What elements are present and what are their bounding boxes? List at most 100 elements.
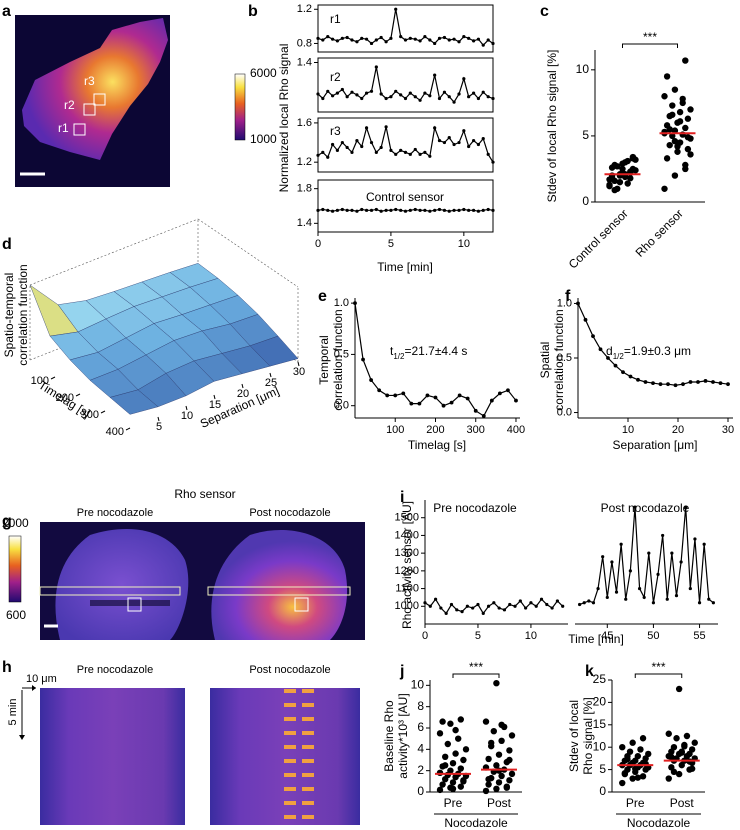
data-point <box>666 382 670 387</box>
y-tick-label: 1300 <box>395 547 419 559</box>
data-point <box>452 142 456 147</box>
data-point <box>379 209 383 213</box>
data-point <box>418 98 422 102</box>
data-point <box>608 175 616 182</box>
data-point <box>718 381 723 385</box>
y-tick-label: 10 <box>411 678 425 692</box>
axis-label: correlation function <box>552 309 566 410</box>
data-point <box>489 398 494 403</box>
data-point <box>508 770 516 778</box>
data-point <box>462 746 470 753</box>
data-point <box>316 153 320 157</box>
data-point <box>439 781 446 788</box>
data-point <box>628 374 633 379</box>
y-tick-label: 0.5 <box>557 352 572 364</box>
data-point <box>449 602 454 607</box>
data-point <box>666 141 673 149</box>
x-tick-label: 300 <box>81 409 99 421</box>
data-point <box>369 378 373 382</box>
data-point <box>598 347 603 352</box>
data-point <box>457 140 461 145</box>
data-point <box>671 127 679 134</box>
data-point <box>384 96 388 101</box>
data-point <box>682 124 689 132</box>
data-point <box>335 208 339 212</box>
data-point <box>576 301 580 306</box>
data-point <box>425 393 430 398</box>
data-point <box>369 140 374 145</box>
data-point <box>619 779 626 787</box>
data-point <box>471 606 475 610</box>
annotation: t1/2=21.7±4.4 s <box>390 344 467 360</box>
data-point <box>624 756 631 763</box>
data-point <box>467 36 471 40</box>
data-point <box>335 39 339 43</box>
x-tick-label: 100 <box>31 375 49 387</box>
data-point <box>481 90 485 94</box>
annotation-text: =21.7±4.4 s <box>404 344 467 358</box>
data-point <box>495 767 503 774</box>
axis-label: activity*10³ [AU] <box>396 693 410 778</box>
data-point <box>601 555 605 559</box>
x-tick-label: 55 <box>693 630 705 642</box>
data-point <box>476 602 480 607</box>
annotation: d1/2=1.9±0.3 μm <box>606 344 691 360</box>
data-point <box>545 602 549 607</box>
data-point <box>345 35 349 40</box>
y-tick-label: 0.0 <box>557 406 572 418</box>
data-point <box>498 772 505 780</box>
annotation-text: =1.9±0.3 μm <box>624 344 691 358</box>
data-point <box>447 767 454 774</box>
y-tick-label: 1200 <box>395 565 419 577</box>
significance-bracket <box>452 673 500 678</box>
data-point <box>491 208 495 212</box>
scale-label: 5 min <box>7 699 19 726</box>
axis-label: Timelag [s] <box>36 378 93 421</box>
y-tick-label: 1.4 <box>297 217 312 229</box>
data-point <box>491 41 495 46</box>
data-point <box>433 41 437 46</box>
y-tick-label: 10 <box>576 62 590 76</box>
data-point <box>413 95 417 99</box>
data-point <box>486 207 490 212</box>
box-edge <box>197 218 299 288</box>
data-point <box>408 91 412 95</box>
data-point <box>403 150 408 154</box>
data-point <box>428 38 432 42</box>
axis-label: Spatio-temporal <box>2 273 16 358</box>
image-h <box>19 685 360 825</box>
colorbar-label: 6000 <box>250 66 277 80</box>
data-point <box>639 773 647 780</box>
annotation-subscript: 1/2 <box>613 352 625 361</box>
x-tick-label: 5 <box>388 238 394 250</box>
data-point <box>379 92 383 96</box>
data-point <box>682 165 689 173</box>
group-label: Nocodazole <box>444 816 508 830</box>
data-point <box>316 208 320 212</box>
y-tick-label: 20 <box>237 388 249 400</box>
data-point <box>610 560 614 564</box>
data-point <box>629 153 637 161</box>
x-tick-label: 20 <box>672 424 684 436</box>
data-point <box>364 126 369 130</box>
data-point <box>493 785 500 792</box>
data-point <box>413 147 417 152</box>
data-point <box>409 401 414 406</box>
data-point <box>377 388 382 393</box>
plot-frame <box>317 117 494 173</box>
data-point <box>384 40 388 44</box>
data-point <box>605 595 609 600</box>
data-point <box>457 716 464 723</box>
x-tick-label: 400 <box>507 424 525 436</box>
x-tick-label: 200 <box>426 424 444 436</box>
group-label: Nocodazole <box>627 816 691 830</box>
panel-letter: d <box>2 236 12 253</box>
data-point <box>666 126 673 133</box>
data-point <box>493 680 500 687</box>
data-point <box>619 542 623 546</box>
data-point <box>674 143 681 150</box>
axis-label: correlation function <box>331 309 345 410</box>
data-point <box>360 36 364 40</box>
data-point <box>413 207 417 212</box>
data-point <box>399 93 403 97</box>
